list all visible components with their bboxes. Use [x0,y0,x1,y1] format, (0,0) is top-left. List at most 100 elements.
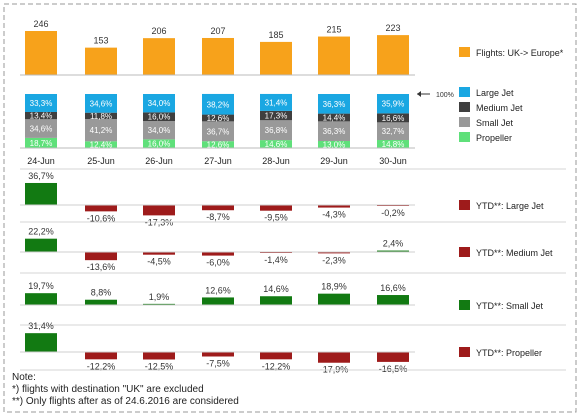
ytd-bar [377,250,409,252]
flight-value-label: 185 [268,30,283,40]
ytd-bar [143,252,175,255]
legend-swatch-ytd [459,247,470,257]
ytd-value-label: 14,6% [263,284,289,294]
legend-label-share: Large Jet [476,88,514,98]
legend-label-flights: Flights: UK-> Europe* [476,48,564,58]
flight-bar [25,31,57,75]
ytd-value-label: -6,0% [206,258,230,268]
share-segment [318,140,350,148]
ytd-bar [202,297,234,305]
legend-swatch-share [459,102,470,112]
ytd-value-label: -9,5% [264,213,288,223]
ytd-value-label: 8,8% [91,288,112,298]
legend-swatch-share [459,117,470,127]
share-segment [85,141,117,148]
share-segment [143,139,175,148]
share-segment [143,121,175,140]
ytd-bar [202,352,234,357]
share-segment [25,94,57,112]
legend-label-ytd: YTD**: Propeller [476,348,542,358]
ytd-bar [318,205,350,208]
ytd-bar [25,238,57,252]
ytd-bar [143,303,175,305]
ytd-value-label: 18,9% [321,282,347,292]
category-tick-label: 29-Jun [320,156,348,166]
ytd-bar [260,296,292,305]
ytd-value-label: 16,6% [380,283,406,293]
ytd-bar [377,352,409,362]
flight-bar [143,38,175,75]
legend-swatch-ytd [459,200,470,210]
flight-value-label: 206 [151,26,166,36]
flight-value-label: 215 [326,25,341,35]
share-segment [318,121,350,141]
ytd-bar [85,252,117,261]
share-segment-label: 41,2% [90,126,113,135]
ytd-bar [202,252,234,256]
ytd-value-label: -13,6% [87,262,116,272]
share-segment-label: 34,0% [148,126,171,135]
share-segment [260,120,292,141]
category-tick-label: 27-Jun [204,156,232,166]
flight-bar [318,36,350,75]
flight-value-label: 223 [385,23,400,33]
share-segment [25,119,57,138]
category-tick-label: 30-Jun [379,156,407,166]
share-segment [143,94,175,113]
ytd-value-label: -10,6% [87,213,116,223]
ytd-value-label: -12,5% [145,362,174,372]
share-segment [377,122,409,141]
share-segment-label: 11,8% [90,112,112,121]
share-segment-label: 36,8% [265,126,288,135]
ytd-value-label: 31,4% [28,321,54,331]
flight-bar [85,47,117,75]
note-line-1: *) flights with destination "UK" are exc… [12,384,204,395]
share-segment [202,114,234,122]
share-segment [377,140,409,148]
share-segment [202,141,234,148]
total-marker-label: 100% [436,92,454,99]
legend-label-ytd: YTD**: Small Jet [476,301,544,311]
flight-bar [260,41,292,75]
note-line-2: **) Only flights after as of 24.6.2016 a… [12,396,239,407]
share-segment-label: 34,6% [30,125,53,134]
category-tick-label: 25-Jun [87,156,115,166]
ytd-bar [260,205,292,211]
share-segment [318,94,350,114]
share-segment-label: 14,8% [382,140,405,149]
legend-swatch-ytd [459,300,470,310]
ytd-bar [143,352,175,360]
share-segment-label: 14,4% [323,113,346,122]
ytd-value-label: -16,5% [379,364,408,374]
ytd-value-label: -7,5% [206,359,230,369]
ytd-bar [260,352,292,360]
share-segment [377,94,409,114]
legend-swatch-ytd [459,347,470,357]
share-segment-label: 34,6% [90,99,113,108]
share-segment [260,110,292,121]
ytd-bar [85,205,117,212]
share-segment-label: 38,2% [207,100,230,109]
legend-label-share: Medium Jet [476,103,523,113]
share-segment-label: 18,7% [30,139,53,148]
ytd-bar [318,252,350,254]
ytd-value-label: 2,4% [383,239,404,249]
share-segment-label: 12,4% [90,141,113,150]
flight-value-label: 246 [33,19,48,29]
share-segment-label: 14,6% [265,140,288,149]
category-tick-label: 26-Jun [145,156,173,166]
legend-swatch-share [459,87,470,97]
ytd-bar [377,295,409,305]
share-segment [143,112,175,121]
share-segment [85,119,117,142]
ytd-value-label: -1,4% [264,255,288,265]
flight-value-label: 207 [210,26,225,36]
ytd-bar [143,205,175,216]
share-segment [377,113,409,123]
note-heading: Note: [12,372,36,383]
share-segment-label: 13,4% [30,112,53,121]
share-segment-label: 36,7% [207,127,230,136]
ytd-value-label: 36,7% [28,171,54,181]
